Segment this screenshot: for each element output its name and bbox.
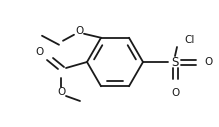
- Text: O: O: [36, 47, 44, 57]
- Text: Cl: Cl: [184, 35, 194, 45]
- Text: S: S: [171, 55, 179, 68]
- Text: O: O: [171, 88, 179, 98]
- Text: O: O: [75, 26, 83, 36]
- Text: O: O: [204, 57, 212, 67]
- Text: O: O: [57, 87, 65, 97]
